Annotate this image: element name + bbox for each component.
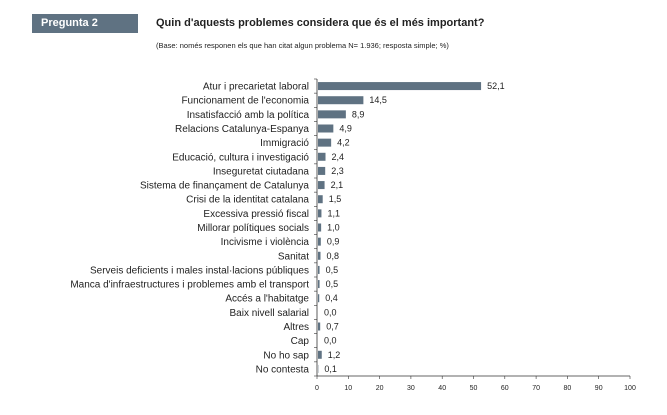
value-label: 0,7 [326, 322, 339, 332]
category-label: Altres [283, 322, 309, 333]
chart-subtitle: (Base: només responen els que han citat … [156, 41, 449, 50]
bar [318, 110, 346, 119]
question-badge: Pregunta 2 [32, 14, 138, 33]
bar [318, 181, 325, 190]
bar [318, 209, 322, 218]
value-label: 0,8 [327, 251, 340, 261]
value-label: 1,1 [327, 208, 340, 218]
x-tick-label: 40 [438, 385, 446, 392]
value-label: 1,0 [327, 223, 340, 233]
x-tick-label: 20 [376, 385, 384, 392]
bar [318, 152, 326, 161]
value-label: 2,3 [331, 166, 344, 176]
category-label: Funcionament de l'economia [181, 96, 309, 107]
x-tick-label: 10 [344, 385, 352, 392]
bar [318, 82, 482, 91]
x-tick-label: 60 [501, 385, 509, 392]
bar [318, 96, 364, 105]
bar [318, 265, 320, 274]
bar [318, 350, 322, 359]
category-label: Crisi de la identitat catalana [186, 195, 309, 206]
value-label: 1,2 [328, 350, 341, 360]
bar [318, 237, 321, 246]
value-label: 0,0 [324, 336, 337, 346]
x-tick-label: 50 [470, 385, 478, 392]
category-label: No contesta [256, 364, 310, 375]
category-label: Inseguretat ciutadana [213, 166, 310, 177]
x-tick-label: 70 [532, 385, 540, 392]
chart-title: Quin d'aquests problemes considera que é… [156, 17, 485, 29]
x-tick-label: 90 [595, 385, 603, 392]
category-label: Manca d'infraestructures i problemes amb… [70, 280, 309, 291]
category-label: Sanitat [278, 251, 309, 262]
value-label: 0,4 [325, 293, 338, 303]
category-label: Serveis deficients i males instal·lacion… [90, 265, 309, 276]
bar [318, 223, 322, 232]
value-label: 0,5 [326, 265, 339, 275]
value-label: 0,1 [324, 364, 337, 374]
bar [318, 294, 320, 303]
bar [318, 124, 334, 133]
value-label: 14,5 [369, 95, 387, 105]
value-label: 0,0 [324, 307, 337, 317]
value-label: 2,4 [332, 152, 345, 162]
category-label: Excessiva pressió fiscal [203, 209, 309, 220]
category-label: No ho sap [263, 350, 309, 361]
x-tick-label: 80 [564, 385, 572, 392]
bar [318, 251, 321, 260]
value-label: 52,1 [487, 81, 505, 91]
value-label: 4,9 [339, 124, 352, 134]
value-label: 0,9 [327, 237, 340, 247]
category-label: Millorar polítiques socials [197, 223, 309, 234]
bar [318, 322, 321, 331]
category-label: Sistema de finançament de Catalunya [140, 181, 309, 192]
category-label: Incivisme i violència [221, 237, 310, 248]
x-tick-label: 0 [315, 385, 319, 392]
category-label: Cap [291, 336, 310, 347]
x-tick-label: 100 [624, 385, 636, 392]
value-label: 0,5 [326, 279, 339, 289]
category-label: Atur i precarietat laboral [203, 82, 309, 93]
value-label: 8,9 [352, 109, 365, 119]
category-label: Relacions Catalunya-Espanya [175, 124, 309, 135]
bar [318, 166, 326, 175]
category-label: Immigració [260, 138, 309, 149]
category-label: Educació, cultura i investigació [172, 152, 309, 163]
category-label: Baix nivell salarial [230, 308, 309, 319]
x-tick-label: 30 [407, 385, 415, 392]
bar [318, 280, 320, 289]
category-label: Insatisfacció amb la política [187, 110, 310, 121]
value-label: 4,2 [337, 138, 350, 148]
value-label: 2,1 [331, 180, 344, 190]
bar [318, 138, 332, 147]
bar [318, 195, 323, 204]
category-label: Accés a l'habitatge [225, 294, 309, 305]
value-label: 1,5 [329, 194, 342, 204]
